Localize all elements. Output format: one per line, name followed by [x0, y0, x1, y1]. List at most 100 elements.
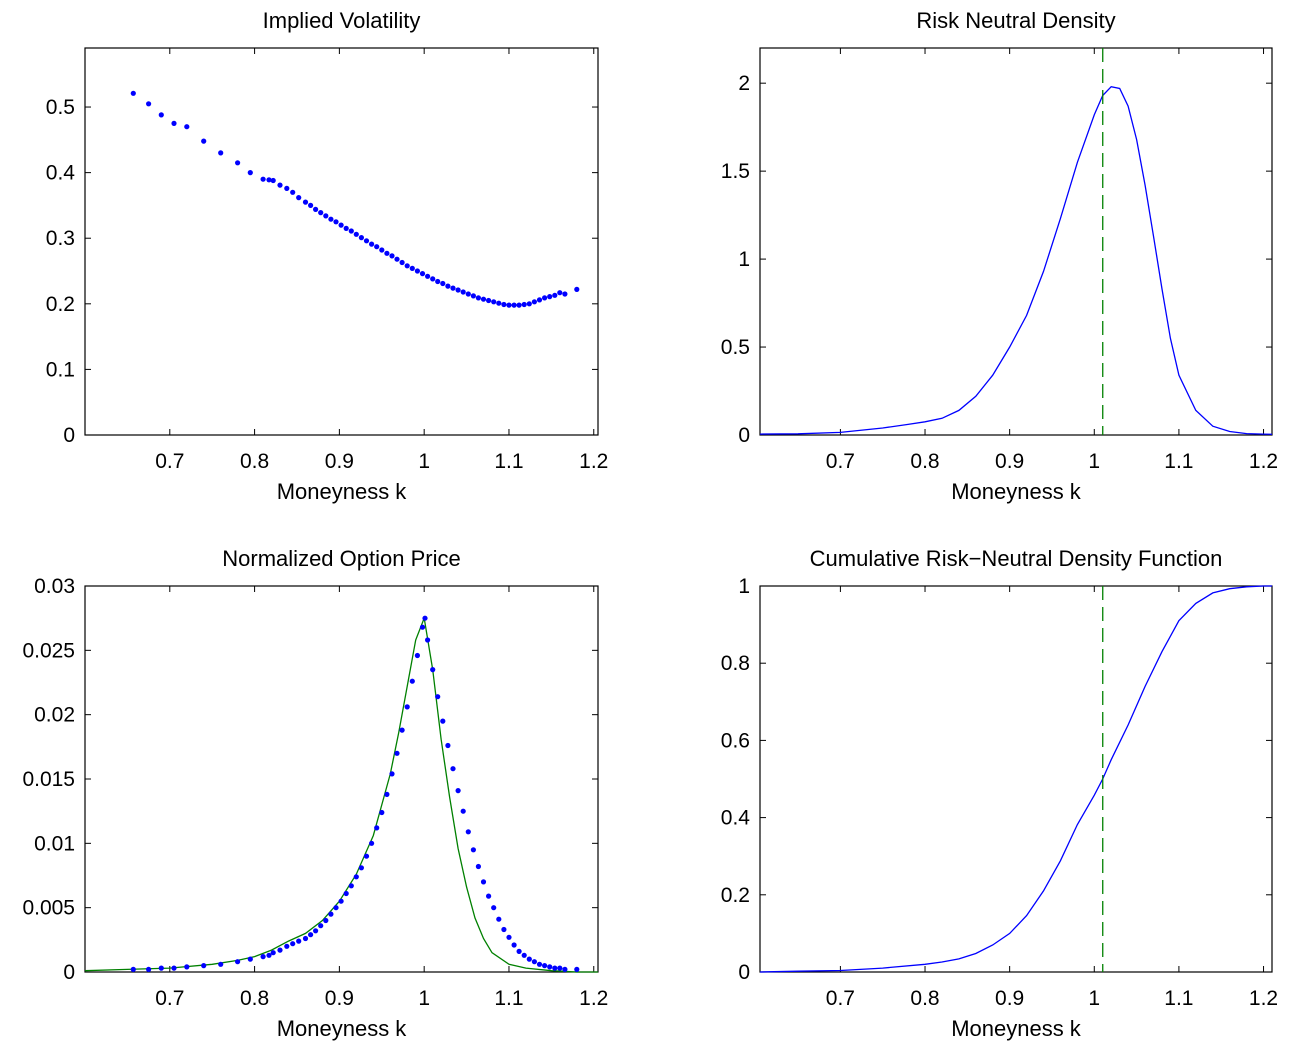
price-data-point [516, 948, 522, 955]
iv-data-point [526, 301, 532, 307]
price-data-point [130, 966, 136, 973]
rnd-ytick-label: 0 [738, 424, 750, 447]
iv-data-point [333, 219, 339, 225]
price-data-point [496, 916, 502, 922]
price-data-point [290, 941, 296, 947]
iv-data-point [277, 182, 283, 188]
iv-data-point [284, 185, 290, 191]
price-data-point [526, 956, 532, 962]
cdf-ytick-label: 0.6 [721, 729, 750, 752]
rnd-xlabel: Moneyness k [951, 479, 1082, 504]
price-data-point [501, 926, 507, 933]
price-data-point [399, 727, 405, 733]
cdf-ytick-label: 0.4 [721, 807, 751, 830]
price-data-point [218, 961, 224, 967]
cdf-ytick-label: 0.2 [721, 884, 750, 907]
rnd-series-line [759, 85, 1273, 435]
price-xtick-label: 0.8 [240, 987, 269, 1010]
iv-data-point [506, 302, 512, 308]
price-data-point [574, 966, 580, 973]
iv-data-point [536, 297, 543, 303]
iv-data-point [171, 120, 177, 126]
price-data-point [296, 938, 302, 944]
price-xtick-label: 0.7 [155, 987, 184, 1010]
iv-data-point [363, 238, 370, 244]
risk-neutral-density-panel: Risk Neutral Density Moneyness k 0.7 0.8 0.9… [721, 8, 1278, 504]
iv-data-point [521, 301, 527, 308]
iv-data-point [394, 256, 400, 262]
price-data-point [460, 808, 466, 814]
iv-title: Implied Volatility [263, 8, 421, 33]
iv-data-point [296, 195, 302, 201]
cdf-xtick-label: 1.2 [1249, 987, 1278, 1010]
price-data-point [422, 615, 428, 621]
price-data-point [235, 959, 241, 965]
price-data-point [465, 829, 471, 835]
price-data-point [480, 879, 487, 885]
price-data-point [333, 905, 339, 911]
iv-data-point [338, 222, 344, 228]
rnd-xtick-label: 0.7 [826, 450, 855, 473]
normalized-option-price-panel: Normalized Option Price Moneyness k 0.7 0.8… [22, 546, 608, 1041]
price-data-point [552, 965, 558, 971]
price-data-point [425, 637, 431, 643]
price-data-point [562, 966, 568, 973]
cdf-xtick-label: 0.8 [910, 987, 939, 1010]
price-data-point [171, 965, 177, 971]
iv-data-point [496, 300, 502, 306]
price-data-point [318, 923, 324, 929]
price-ytick-label: 0.01 [34, 832, 75, 855]
price-data-point [260, 954, 266, 960]
iv-ytick-label: 0 [63, 424, 75, 447]
iv-data-point [374, 244, 380, 250]
price-data-point [379, 809, 385, 816]
cdf-ytick-label: 0 [738, 961, 750, 984]
price-data-point [475, 863, 481, 870]
iv-data-point [218, 150, 224, 156]
price-data-point [445, 742, 451, 749]
cdf-axes-box [759, 585, 1273, 973]
iv-xtick-label: 1.2 [579, 450, 608, 473]
price-data-point [389, 771, 395, 777]
iv-data-point [266, 177, 272, 183]
cdf-xtick-label: 1 [1088, 987, 1100, 1010]
iv-data-point [419, 271, 426, 277]
price-data-point [455, 788, 461, 794]
price-xlabel: Moneyness k [277, 1016, 408, 1041]
price-data-point [284, 943, 290, 949]
iv-data-point [430, 276, 436, 282]
price-data-point [536, 961, 543, 967]
price-data-point [363, 853, 370, 859]
iv-data-point [557, 290, 563, 296]
cdf-xtick-label: 1.1 [1164, 987, 1193, 1010]
iv-data-point [552, 292, 558, 298]
iv-data-point [501, 301, 507, 308]
price-data-point [557, 965, 563, 971]
iv-data-point [328, 216, 334, 222]
price-xtick-label: 1.2 [579, 987, 608, 1010]
iv-data-point [313, 206, 319, 212]
price-xtick-label: 0.9 [325, 987, 354, 1010]
price-data-point [404, 704, 410, 710]
cdf-xtick-label: 0.9 [995, 987, 1024, 1010]
iv-ytick-label: 0.3 [46, 227, 75, 250]
price-ytick-label: 0 [63, 961, 75, 984]
rnd-ytick-label: 1.5 [721, 160, 750, 183]
price-series-line [84, 615, 598, 973]
price-xtick-label: 1.1 [494, 987, 523, 1010]
iv-data-point [384, 250, 390, 256]
price-data-point [348, 883, 354, 889]
iv-data-point [574, 286, 580, 292]
price-ytick-label: 0.03 [34, 575, 75, 598]
cumulative-density-panel: Cumulative Risk−Neutral Density Function… [721, 546, 1278, 1041]
iv-data-point [399, 259, 405, 266]
rnd-xtick-label: 1 [1088, 450, 1100, 473]
iv-data-point [491, 299, 497, 305]
price-data-point [470, 847, 476, 853]
iv-data-point [235, 160, 241, 166]
iv-data-point [409, 265, 415, 271]
price-data-point [542, 963, 548, 969]
price-data-point [435, 694, 441, 700]
rnd-ytick-label: 2 [738, 72, 750, 95]
